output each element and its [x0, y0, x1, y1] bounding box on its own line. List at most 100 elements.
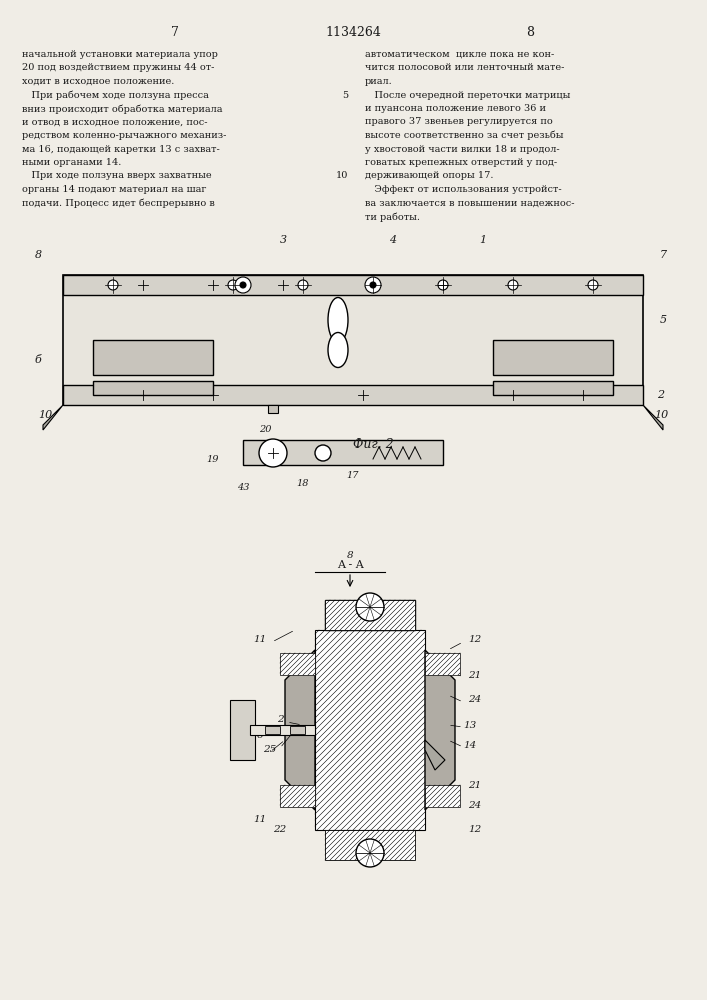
Circle shape	[298, 280, 308, 290]
Ellipse shape	[328, 298, 348, 342]
Text: у хвостовой части вилки 18 и продол-: у хвостовой части вилки 18 и продол-	[365, 144, 560, 153]
Bar	[493, 340, 613, 375]
Text: 20 под воздействием пружины 44 от-: 20 под воздействием пружины 44 от-	[22, 64, 214, 73]
Text: При ходе ползуна вверх захватные: При ходе ползуна вверх захватные	[22, 172, 211, 180]
Bar	[315, 630, 425, 830]
Circle shape	[438, 280, 448, 290]
Circle shape	[368, 280, 378, 290]
Text: вниз происходит обработка материала: вниз происходит обработка материала	[22, 104, 223, 113]
Text: Эффект от использования устройст-: Эффект от использования устройст-	[365, 185, 561, 194]
Bar	[493, 381, 613, 395]
Circle shape	[356, 593, 384, 621]
Text: 20: 20	[259, 426, 271, 434]
Text: 43: 43	[237, 483, 250, 491]
Text: 7: 7	[171, 25, 179, 38]
Polygon shape	[43, 405, 63, 430]
Text: 13: 13	[463, 720, 477, 730]
Bar	[230, 700, 255, 760]
Text: ма 16, подающей каретки 13 с захват-: ма 16, подающей каретки 13 с захват-	[22, 144, 220, 153]
Text: б: б	[257, 730, 263, 740]
Bar	[280, 653, 315, 675]
Bar	[93, 340, 213, 375]
Text: и отвод в исходное положение, пос-: и отвод в исходное положение, пос-	[22, 117, 207, 126]
Text: 8: 8	[35, 250, 42, 260]
Circle shape	[259, 439, 287, 467]
Bar	[325, 600, 415, 630]
Bar	[63, 385, 643, 405]
Text: риал.: риал.	[365, 77, 393, 86]
Text: 10: 10	[38, 410, 52, 420]
Text: правого 37 звеньев регулируется по: правого 37 звеньев регулируется по	[365, 117, 553, 126]
Text: высоте соответственно за счет резьбы: высоте соответственно за счет резьбы	[365, 131, 563, 140]
Text: При рабочем ходе ползуна пресса: При рабочем ходе ползуна пресса	[22, 91, 209, 100]
Text: б: б	[35, 355, 42, 365]
Circle shape	[588, 280, 598, 290]
Text: Фиг. 3: Фиг. 3	[329, 848, 370, 861]
Polygon shape	[643, 405, 663, 430]
Bar	[63, 275, 643, 405]
Text: A - A: A - A	[337, 560, 363, 570]
Text: 12: 12	[468, 636, 481, 645]
Text: Фиг. 2: Фиг. 2	[353, 438, 393, 452]
Polygon shape	[425, 650, 455, 810]
Text: ва заключается в повышении надежнос-: ва заключается в повышении надежнос-	[365, 198, 575, 208]
Text: 1: 1	[479, 235, 486, 245]
Circle shape	[365, 277, 381, 293]
Text: 8: 8	[526, 25, 534, 38]
Text: 2: 2	[276, 716, 284, 724]
Text: говатых крепежных отверстий у под-: говатых крепежных отверстий у под-	[365, 158, 557, 167]
Text: 4: 4	[390, 235, 397, 245]
Bar	[280, 785, 315, 807]
Text: 10: 10	[336, 172, 348, 180]
Bar	[93, 381, 213, 395]
Text: 11: 11	[253, 636, 267, 645]
Text: ными органами 14.: ными органами 14.	[22, 158, 122, 167]
Text: 24: 24	[468, 800, 481, 810]
Text: 18: 18	[297, 479, 309, 488]
Bar	[63, 275, 643, 295]
Bar	[425, 785, 460, 807]
Bar	[265, 726, 280, 734]
Text: чится полосовой или ленточный мате-: чится полосовой или ленточный мате-	[365, 64, 564, 73]
Text: 25: 25	[264, 746, 276, 754]
Bar	[325, 600, 415, 630]
Text: 21: 21	[468, 670, 481, 680]
Circle shape	[370, 282, 376, 288]
Text: 7: 7	[660, 250, 667, 260]
Ellipse shape	[328, 332, 348, 367]
Text: 12: 12	[468, 826, 481, 834]
Text: ходит в исходное положение.: ходит в исходное положение.	[22, 77, 175, 86]
Text: 11: 11	[253, 816, 267, 824]
Text: подачи. Процесс идет беспрерывно в: подачи. Процесс идет беспрерывно в	[22, 198, 215, 208]
Text: начальной установки материала упор: начальной установки материала упор	[22, 50, 218, 59]
Circle shape	[240, 282, 246, 288]
Text: 1134264: 1134264	[325, 25, 381, 38]
Text: держивающей опоры 17.: держивающей опоры 17.	[365, 172, 493, 180]
Text: и пуансона положение левого 36 и: и пуансона положение левого 36 и	[365, 104, 546, 113]
Text: 21: 21	[468, 780, 481, 790]
Text: автоматическом  цикле пока не кон-: автоматическом цикле пока не кон-	[365, 50, 554, 59]
Text: 5: 5	[342, 91, 348, 100]
Text: 5: 5	[660, 315, 667, 325]
Text: 19: 19	[206, 456, 219, 464]
Bar	[250, 725, 315, 735]
Text: органы 14 подают материал на шаг: органы 14 подают материал на шаг	[22, 185, 206, 194]
Bar	[268, 405, 278, 413]
Text: 8: 8	[346, 550, 354, 560]
Bar	[243, 440, 443, 465]
Bar	[325, 830, 415, 860]
Text: После очередной переточки матрицы: После очередной переточки матрицы	[365, 91, 571, 100]
Text: 10: 10	[654, 410, 668, 420]
Text: 17: 17	[346, 471, 359, 480]
Text: 2: 2	[658, 390, 665, 400]
Circle shape	[356, 839, 384, 867]
Text: 24: 24	[468, 696, 481, 704]
Text: 14: 14	[463, 740, 477, 750]
Text: редством коленно-рычажного механиз-: редством коленно-рычажного механиз-	[22, 131, 226, 140]
Circle shape	[108, 280, 118, 290]
Circle shape	[235, 277, 251, 293]
Bar	[425, 653, 460, 675]
Polygon shape	[285, 650, 315, 810]
Circle shape	[315, 445, 331, 461]
Circle shape	[228, 280, 238, 290]
